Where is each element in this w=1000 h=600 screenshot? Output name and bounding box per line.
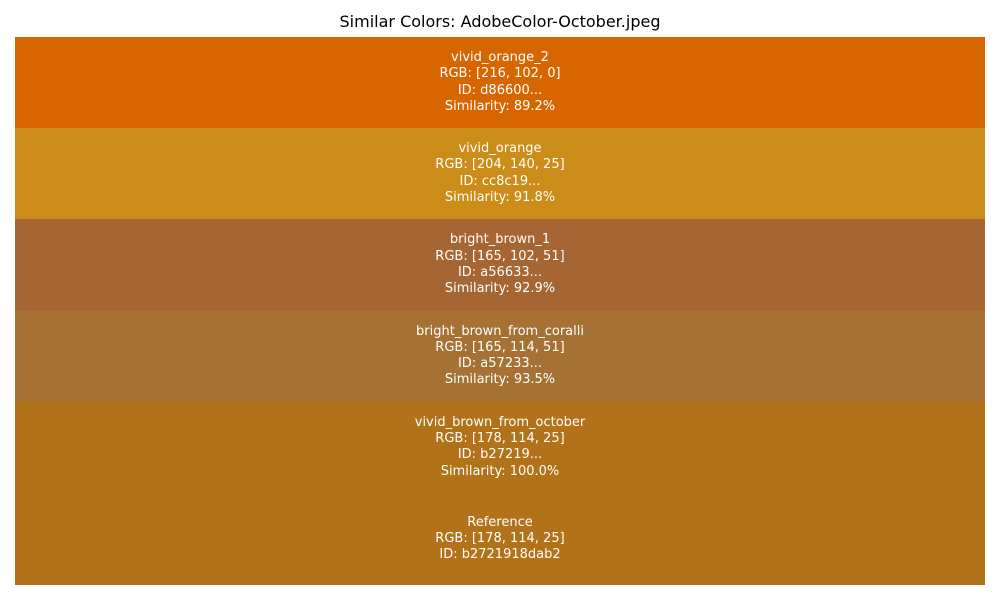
swatch-name: bright_brown_1: [449, 232, 551, 248]
swatch-vivid-orange-2: vivid_orange_2 RGB: [216, 102, 0] ID: d8…: [15, 37, 985, 129]
swatch-rgb: RGB: [165, 102, 51]: [435, 248, 565, 264]
swatch-id: ID: cc8c19...: [459, 173, 541, 189]
swatch-similarity: Similarity: 92.9%: [444, 281, 556, 297]
swatch-vivid-orange: vivid_orange RGB: [204, 140, 25] ID: cc8…: [15, 128, 985, 220]
swatch-name: bright_brown_from_coralli: [416, 323, 584, 339]
swatch-rgb: RGB: [165, 114, 51]: [435, 339, 565, 355]
swatch-similarity: Similarity: 100.0%: [440, 463, 560, 479]
chart-title: Similar Colors: AdobeColor-October.jpeg: [339, 12, 661, 31]
swatch-name: Reference: [467, 514, 533, 530]
swatch-id: ID: b2721918dab2: [439, 547, 561, 563]
swatch-vivid-brown-from-october: vivid_brown_from_october RGB: [178, 114,…: [15, 401, 985, 493]
swatch-bright-brown-from-coralli: bright_brown_from_coralli RGB: [165, 114…: [15, 310, 985, 402]
swatch-similarity: Similarity: 89.2%: [444, 98, 556, 114]
swatch-id: ID: a56633...: [457, 264, 543, 280]
swatch-similarity: Similarity: 91.8%: [444, 190, 556, 206]
swatch-rgb: RGB: [216, 102, 0]: [439, 66, 561, 82]
swatch-name: vivid_orange_2: [451, 50, 549, 65]
swatch-reference: Reference RGB: [178, 114, 25] ID: b27219…: [15, 493, 985, 585]
swatch-rgb: RGB: [178, 114, 25]: [435, 431, 565, 447]
swatch-id: ID: b27219...: [457, 447, 543, 463]
swatch-rgb: RGB: [178, 114, 25]: [435, 530, 565, 546]
swatch-name: vivid_brown_from_october: [414, 414, 586, 430]
swatch-bright-brown-1: bright_brown_1 RGB: [165, 102, 51] ID: a…: [15, 219, 985, 311]
swatch-name: vivid_orange: [458, 141, 542, 157]
swatch-id: ID: a57233...: [457, 356, 543, 372]
swatch-rgb: RGB: [204, 140, 25]: [435, 157, 565, 173]
color-swatch-stack: vivid_orange_2 RGB: [216, 102, 0] ID: d8…: [15, 37, 985, 585]
swatch-id: ID: d86600...: [457, 82, 543, 98]
swatch-similarity: Similarity: 93.5%: [444, 372, 556, 388]
